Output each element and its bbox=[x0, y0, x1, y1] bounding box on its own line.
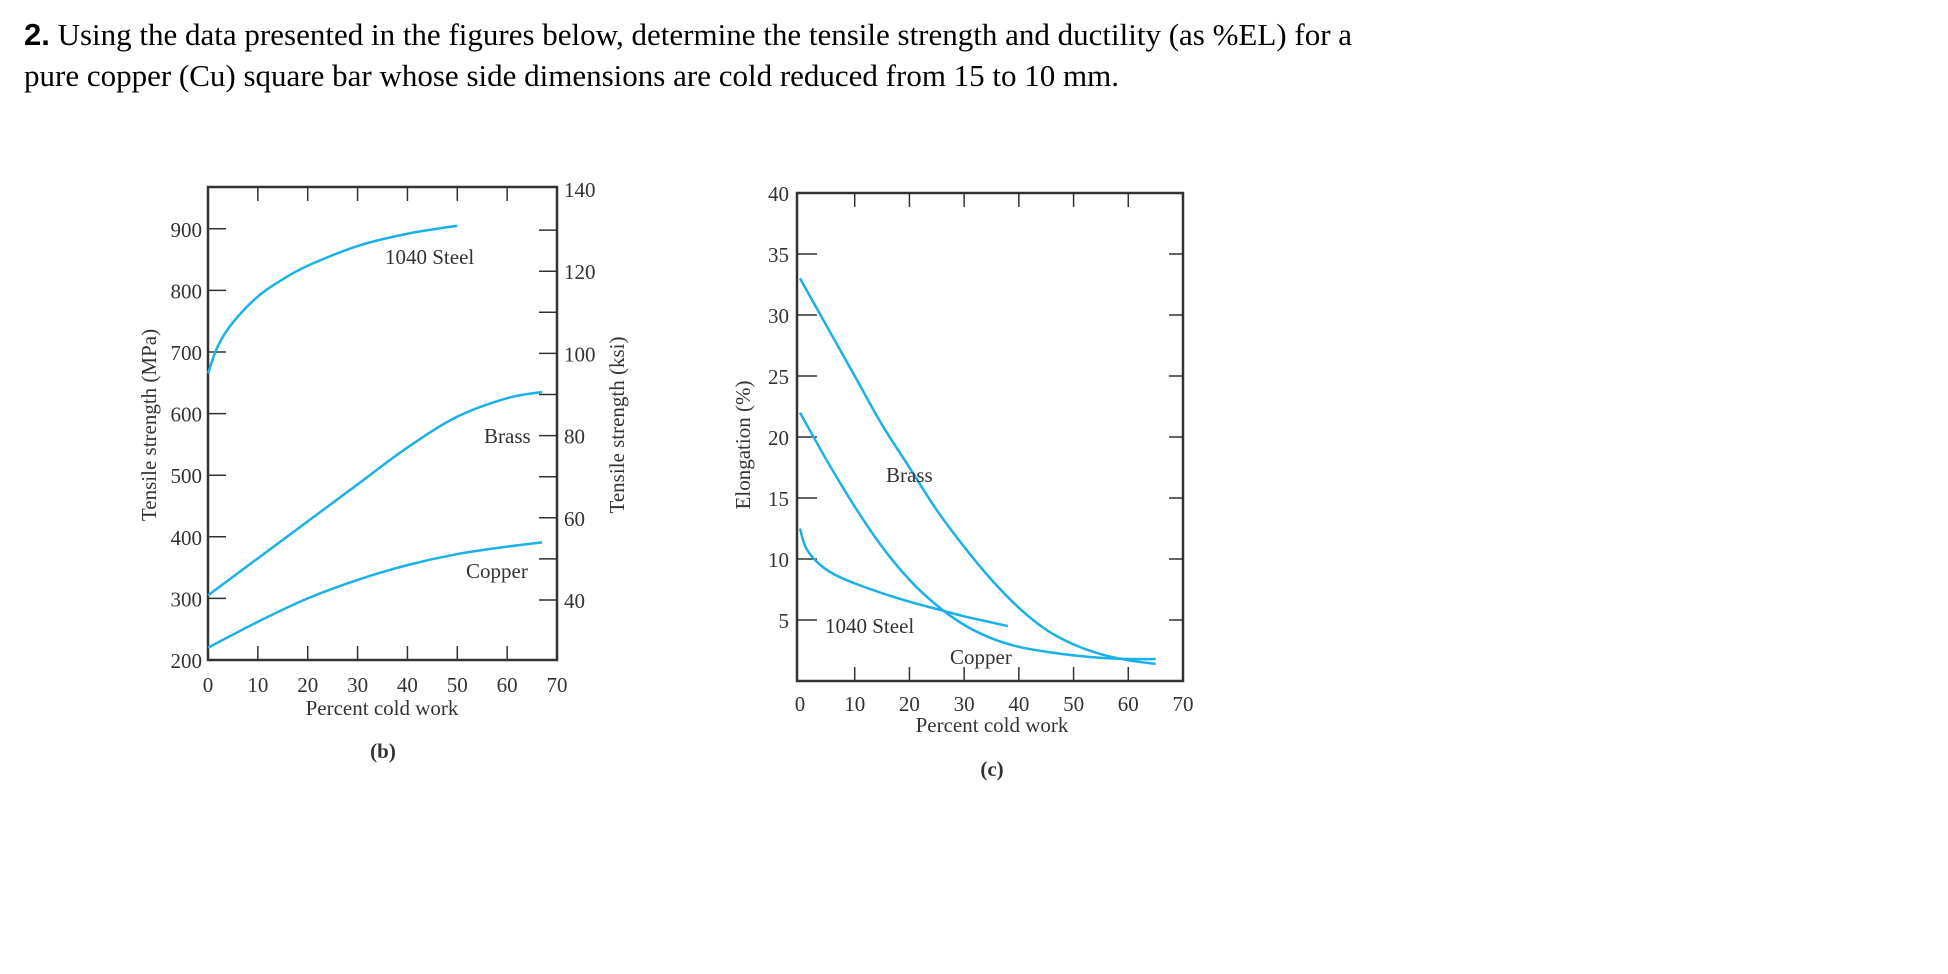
series-label-b: 1040 Steel bbox=[385, 245, 474, 269]
y-tick-label-c: 35 bbox=[768, 243, 789, 267]
y-tick-label-c: 15 bbox=[768, 487, 789, 511]
x-tick-label-b: 20 bbox=[297, 673, 318, 697]
y-tick-label-b: 600 bbox=[171, 403, 203, 427]
y-tick-label-b: 700 bbox=[171, 341, 203, 365]
x-tick-label-c: 50 bbox=[1063, 692, 1084, 716]
y-tick-label-c: 20 bbox=[768, 426, 789, 450]
x-tick-label-c: 40 bbox=[1008, 692, 1029, 716]
x-axis-label-c: Percent cold work bbox=[916, 713, 1069, 737]
y-tick-label-b: 800 bbox=[171, 279, 203, 303]
x-tick-label-b: 70 bbox=[547, 673, 568, 697]
x-tick-label-c: 0 bbox=[795, 692, 806, 716]
y-right-tick-label-b: 140 bbox=[564, 178, 596, 202]
y-tick-label-c: 5 bbox=[779, 609, 790, 633]
y-axis-label-c: Elongation (%) bbox=[731, 381, 755, 510]
series-line-copper bbox=[798, 411, 1156, 661]
y-right-tick-label-b: 80 bbox=[564, 425, 585, 449]
y-tick-label-b: 400 bbox=[171, 526, 203, 550]
y-tick-label-c: 30 bbox=[768, 304, 789, 328]
x-tick-label-b: 60 bbox=[497, 673, 518, 697]
y-right-axis-label-b: Tensile strength (ksi) bbox=[605, 337, 629, 514]
x-tick-label-c: 60 bbox=[1118, 692, 1139, 716]
series-line-1040-steel bbox=[206, 224, 458, 374]
y-tick-label-b: 500 bbox=[171, 464, 203, 488]
x-tick-label-b: 40 bbox=[397, 673, 418, 697]
x-axis-label-b: Percent cold work bbox=[306, 696, 459, 720]
series-line-brass bbox=[798, 277, 1156, 666]
y-tick-label-b: 200 bbox=[171, 649, 203, 673]
y-tick-label-c: 10 bbox=[768, 548, 789, 572]
y-right-tick-label-b: 120 bbox=[564, 260, 596, 284]
series-label-b: Copper bbox=[466, 559, 528, 583]
plot-frame-c bbox=[795, 191, 1185, 683]
question-text: 2. Using the data presented in the figur… bbox=[24, 14, 1352, 96]
x-tick-label-b: 50 bbox=[447, 673, 468, 697]
x-tick-label-c: 70 bbox=[1173, 692, 1194, 716]
question-line-1: Using the data presented in the figures … bbox=[57, 17, 1353, 52]
y-right-tick-label-b: 40 bbox=[564, 589, 585, 613]
x-tick-label-b: 10 bbox=[247, 673, 268, 697]
series-line-copper bbox=[207, 541, 543, 649]
y-tick-label-b: 300 bbox=[171, 587, 203, 611]
y-axis-label-b: Tensile strength (MPa) bbox=[137, 329, 161, 521]
y-right-tick-label-b: 60 bbox=[564, 507, 585, 531]
x-tick-label-b: 0 bbox=[203, 673, 214, 697]
series-line-brass bbox=[207, 390, 543, 597]
caption-c: (c) bbox=[980, 757, 1003, 781]
question-line-2: pure copper (Cu) square bar whose side d… bbox=[24, 58, 1120, 93]
question-number: 2. bbox=[24, 17, 50, 52]
x-tick-label-c: 20 bbox=[899, 692, 920, 716]
y-right-tick-label-b: 100 bbox=[564, 342, 596, 366]
y-tick-label-b: 900 bbox=[171, 218, 203, 242]
y-tick-label-c: 40 bbox=[768, 182, 789, 206]
caption-b: (b) bbox=[370, 739, 396, 763]
x-tick-label-c: 30 bbox=[954, 692, 975, 716]
series-label-c: Copper bbox=[950, 645, 1012, 669]
series-line-1040-steel bbox=[798, 528, 1009, 628]
x-tick-label-c: 10 bbox=[844, 692, 865, 716]
series-label-c: 1040 Steel bbox=[825, 614, 914, 638]
series-label-c: Brass bbox=[886, 463, 933, 487]
y-tick-label-c: 25 bbox=[768, 365, 789, 389]
plot-frame-b bbox=[206, 185, 559, 662]
series-label-b: Brass bbox=[484, 424, 531, 448]
x-tick-label-b: 30 bbox=[347, 673, 368, 697]
